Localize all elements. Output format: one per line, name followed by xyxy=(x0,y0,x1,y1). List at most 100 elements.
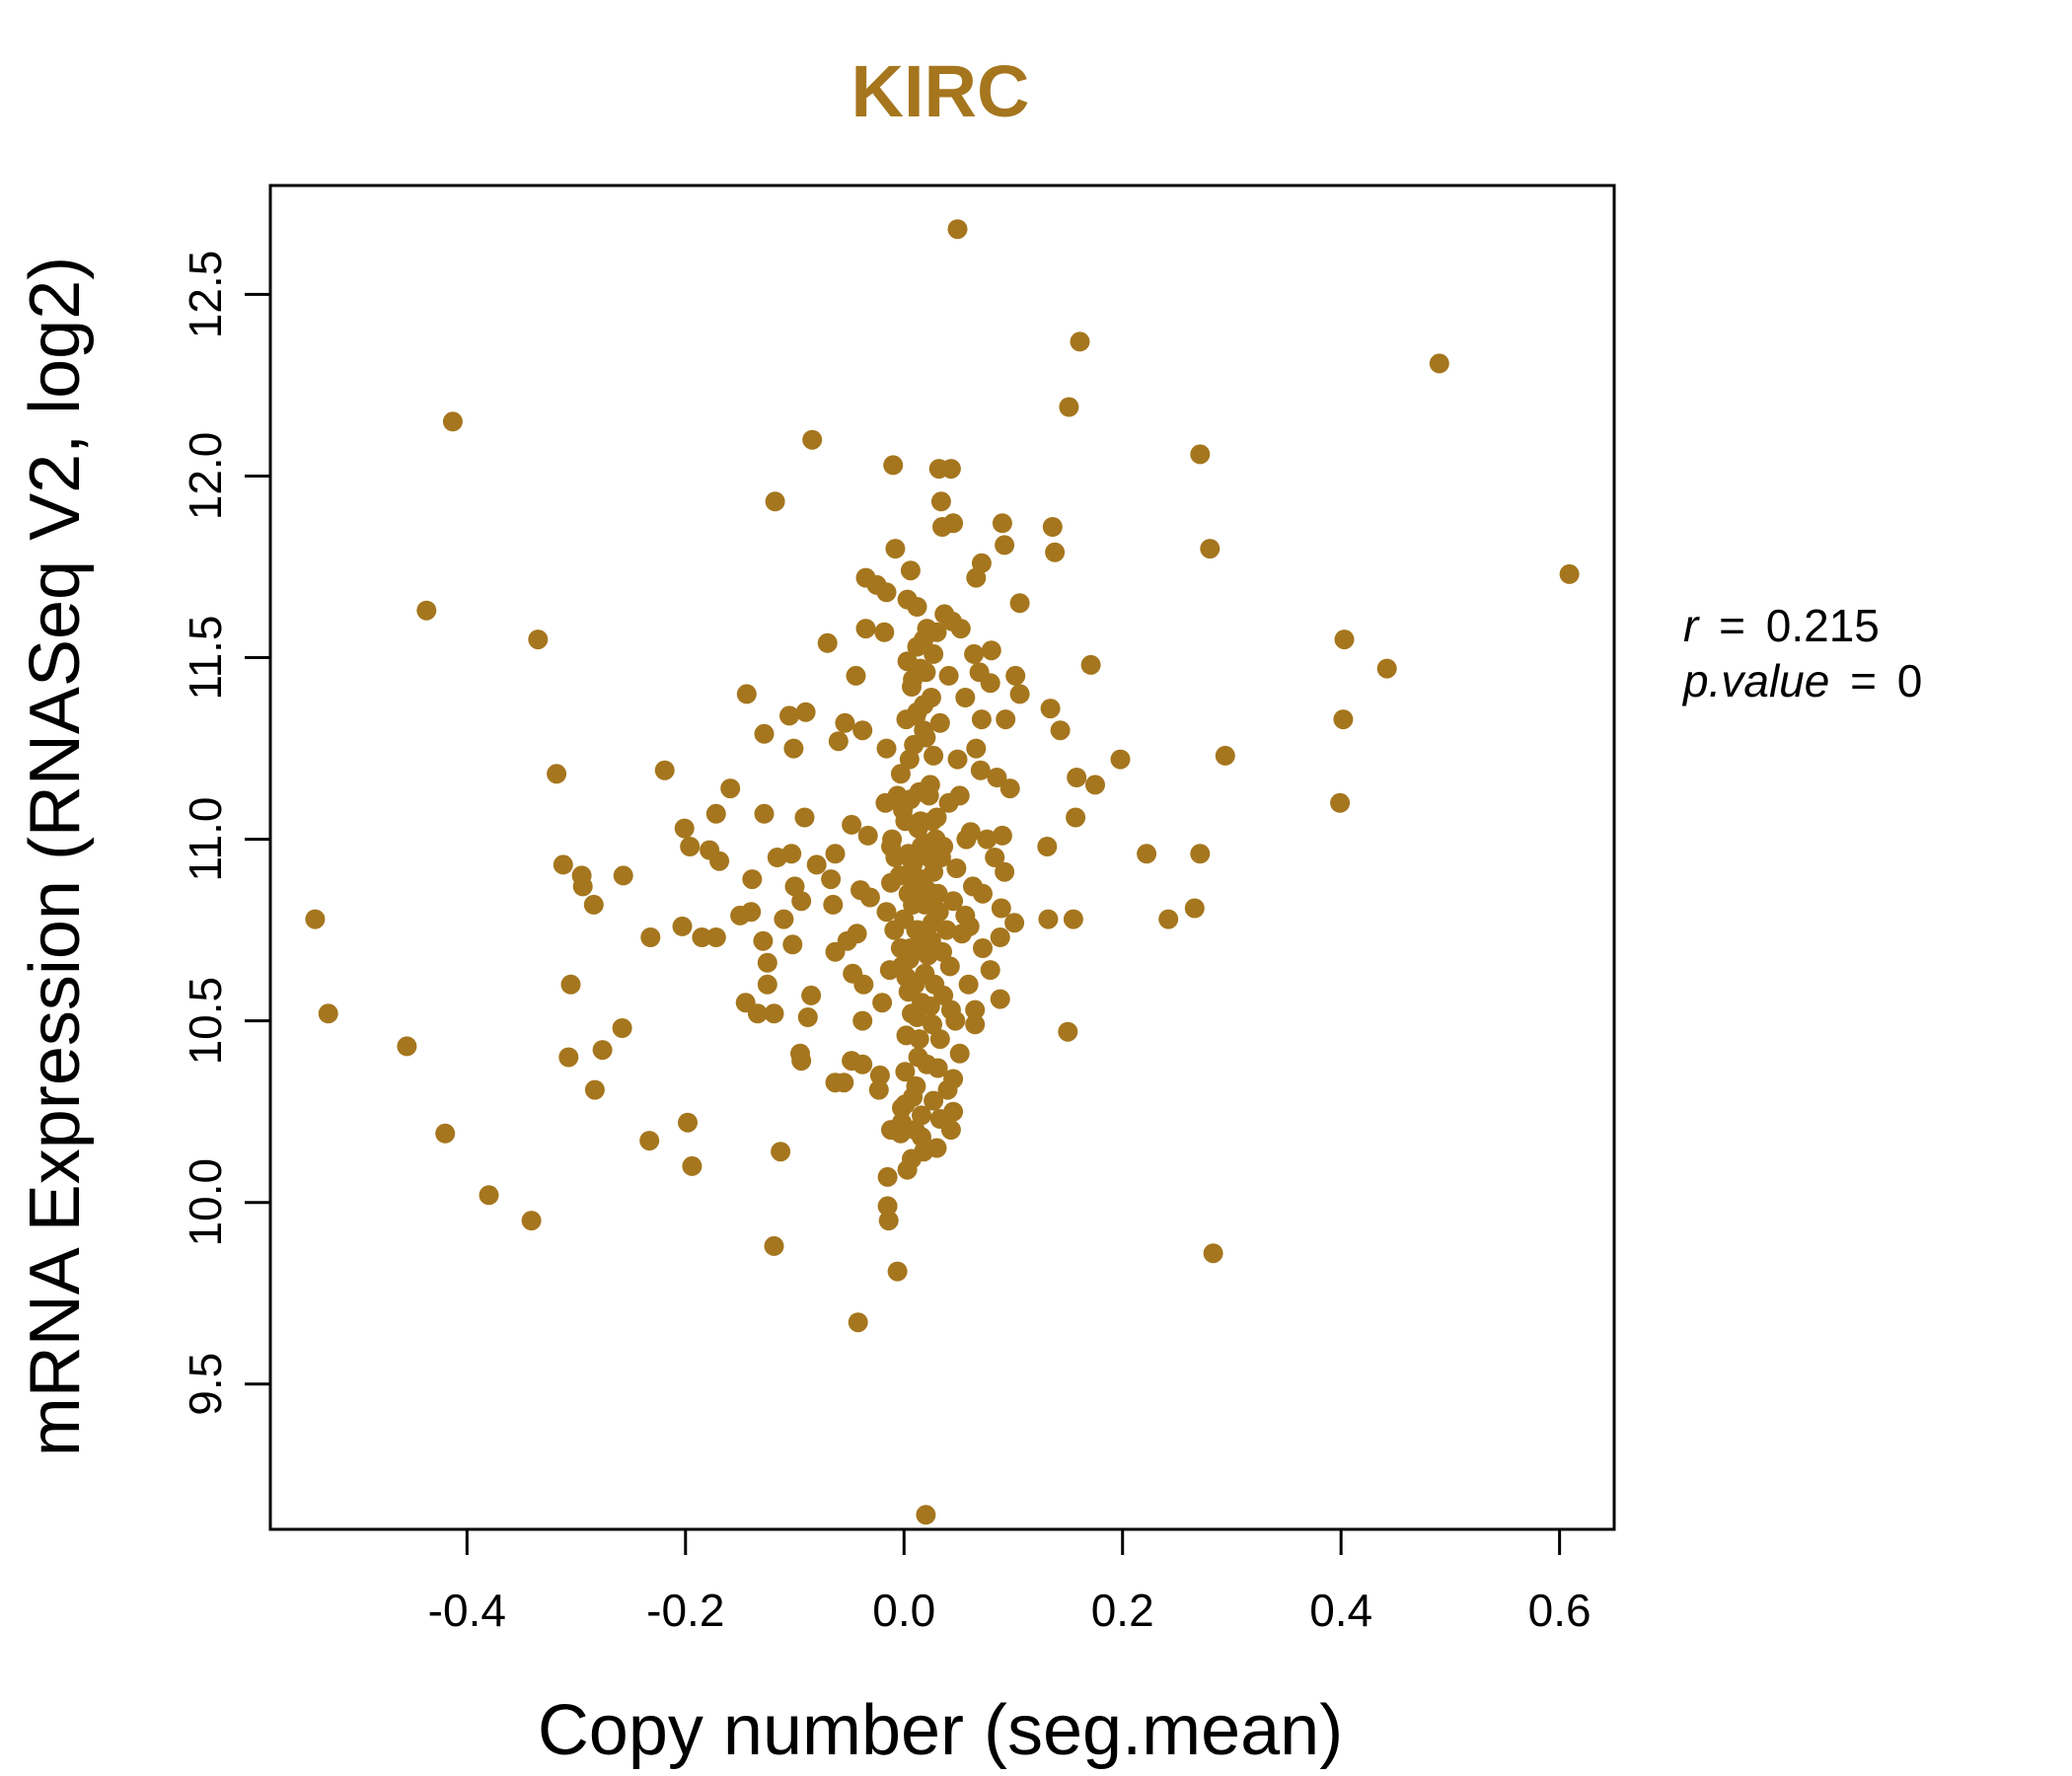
data-point xyxy=(1009,593,1030,614)
data-point xyxy=(938,792,959,813)
data-point xyxy=(801,985,822,1005)
data-point xyxy=(771,1142,791,1162)
data-point xyxy=(1334,629,1355,650)
data-point xyxy=(742,869,763,890)
data-point xyxy=(1429,353,1449,374)
data-point xyxy=(583,894,604,915)
data-point xyxy=(907,702,927,722)
data-point xyxy=(940,459,961,480)
data-point xyxy=(966,567,987,588)
y-tick-label: 10.5 xyxy=(180,977,231,1066)
data-point xyxy=(937,1079,958,1100)
data-point xyxy=(479,1185,499,1206)
data-point xyxy=(797,1007,818,1027)
data-point xyxy=(923,811,942,832)
data-point xyxy=(1004,913,1025,933)
data-point xyxy=(876,738,897,759)
data-point xyxy=(920,775,940,795)
data-point xyxy=(1137,844,1157,864)
data-point xyxy=(1037,837,1058,856)
y-axis: 9.5 10.0 10.5 11.0 11.5 12.0 12.5 xyxy=(180,251,270,1416)
data-point xyxy=(980,673,1000,694)
data-point xyxy=(900,560,921,581)
data-point xyxy=(853,974,874,995)
data-point xyxy=(977,829,998,850)
data-point xyxy=(933,837,954,856)
data-point xyxy=(774,909,794,929)
y-tick-label: 11.5 xyxy=(180,615,231,700)
data-point xyxy=(929,712,950,733)
data-point xyxy=(560,974,581,995)
data-point xyxy=(834,1073,854,1093)
data-point xyxy=(907,597,927,617)
data-point xyxy=(1080,654,1101,675)
data-point xyxy=(1333,709,1354,730)
data-point xyxy=(995,535,1015,555)
data-point xyxy=(877,1196,898,1217)
y-tick-label: 10.0 xyxy=(180,1158,231,1247)
chart-title: KIRC xyxy=(851,50,1030,132)
data-point xyxy=(765,491,785,512)
x-axis-title: Copy number (seg.mean) xyxy=(538,1691,1343,1770)
x-tick-label: -0.2 xyxy=(646,1585,724,1636)
data-point xyxy=(905,974,925,995)
data-point xyxy=(757,952,777,973)
data-point xyxy=(612,1018,632,1038)
p-value-label: p.value xyxy=(1681,655,1829,706)
data-point xyxy=(958,974,979,995)
data-point xyxy=(955,688,976,707)
data-point xyxy=(893,800,914,821)
data-point xyxy=(919,848,939,867)
data-point xyxy=(736,684,757,704)
data-point xyxy=(435,1123,456,1144)
p-value: p.value = 0 xyxy=(1681,655,1922,706)
data-point xyxy=(876,582,897,603)
r-value: 0.215 xyxy=(1766,600,1880,651)
data-point xyxy=(779,705,799,726)
data-point xyxy=(991,898,1011,919)
data-point xyxy=(1063,909,1083,929)
data-point xyxy=(910,658,930,679)
data-point xyxy=(890,764,911,784)
data-point xyxy=(757,974,777,995)
data-point xyxy=(764,1235,784,1256)
data-point xyxy=(682,1155,703,1176)
data-point xyxy=(980,960,1000,981)
correlation-r: r = 0.215 xyxy=(1683,600,1880,651)
data-point xyxy=(794,807,815,828)
data-point xyxy=(876,902,897,923)
data-point xyxy=(956,829,977,850)
data-point xyxy=(852,1054,873,1074)
data-point xyxy=(924,1090,944,1111)
equals-sign: = xyxy=(1850,655,1877,706)
data-point xyxy=(965,1014,986,1035)
data-point xyxy=(921,930,941,951)
data-point xyxy=(640,927,661,947)
data-point xyxy=(753,930,774,951)
data-point xyxy=(547,764,567,784)
data-point xyxy=(996,709,1016,730)
data-point xyxy=(859,887,880,908)
data-point xyxy=(1040,699,1061,719)
data-point xyxy=(938,665,959,686)
data-point xyxy=(791,1051,812,1072)
data-point xyxy=(1190,844,1211,864)
x-tick-label: 0.0 xyxy=(872,1585,935,1636)
data-point xyxy=(730,905,751,925)
y-tick-label: 9.5 xyxy=(180,1353,231,1416)
data-point xyxy=(747,1003,768,1024)
points-layer xyxy=(305,219,1580,1525)
data-point xyxy=(613,865,633,886)
data-point xyxy=(915,894,935,915)
data-point xyxy=(940,1120,961,1141)
y-tick-label: 12.0 xyxy=(180,432,231,521)
data-point xyxy=(950,619,971,639)
data-point xyxy=(999,778,1020,799)
data-point xyxy=(883,455,904,476)
x-axis: -0.4 -0.2 0.0 0.2 0.4 0.6 xyxy=(428,1529,1591,1636)
data-point xyxy=(970,760,991,780)
data-point xyxy=(791,891,812,912)
data-point xyxy=(899,749,920,770)
